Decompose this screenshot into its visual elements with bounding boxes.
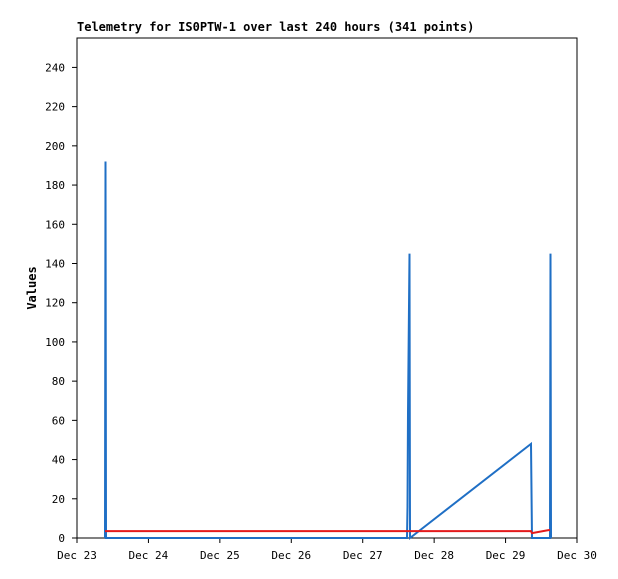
series-line	[105, 529, 550, 535]
x-tick-label: Dec 23	[57, 549, 97, 562]
x-tick-label: Dec 27	[343, 549, 383, 562]
y-tick-label: 40	[52, 454, 65, 467]
y-tick-label: 200	[45, 140, 65, 153]
y-tick-label: 0	[58, 532, 65, 545]
y-tick-label: 160	[45, 218, 65, 231]
x-tick-label: Dec 30	[557, 549, 597, 562]
y-tick-label: 100	[45, 336, 65, 349]
y-axis-label: Values	[25, 266, 39, 309]
y-tick-label: 220	[45, 101, 65, 114]
y-tick-label: 240	[45, 61, 65, 74]
y-tick-label: 80	[52, 375, 65, 388]
chart-title: Telemetry for IS0PTW-1 over last 240 hou…	[77, 20, 474, 34]
x-tick-label: Dec 29	[486, 549, 526, 562]
y-tick-label: 140	[45, 257, 65, 270]
x-tick-label: Dec 25	[200, 549, 240, 562]
y-tick-label: 60	[52, 414, 65, 427]
x-tick-label: Dec 28	[414, 549, 454, 562]
x-tick-label: Dec 26	[271, 549, 311, 562]
y-tick-label: 180	[45, 179, 65, 192]
y-tick-label: 120	[45, 297, 65, 310]
series-line	[104, 161, 552, 541]
x-tick-label: Dec 24	[129, 549, 169, 562]
y-tick-label: 20	[52, 493, 65, 506]
